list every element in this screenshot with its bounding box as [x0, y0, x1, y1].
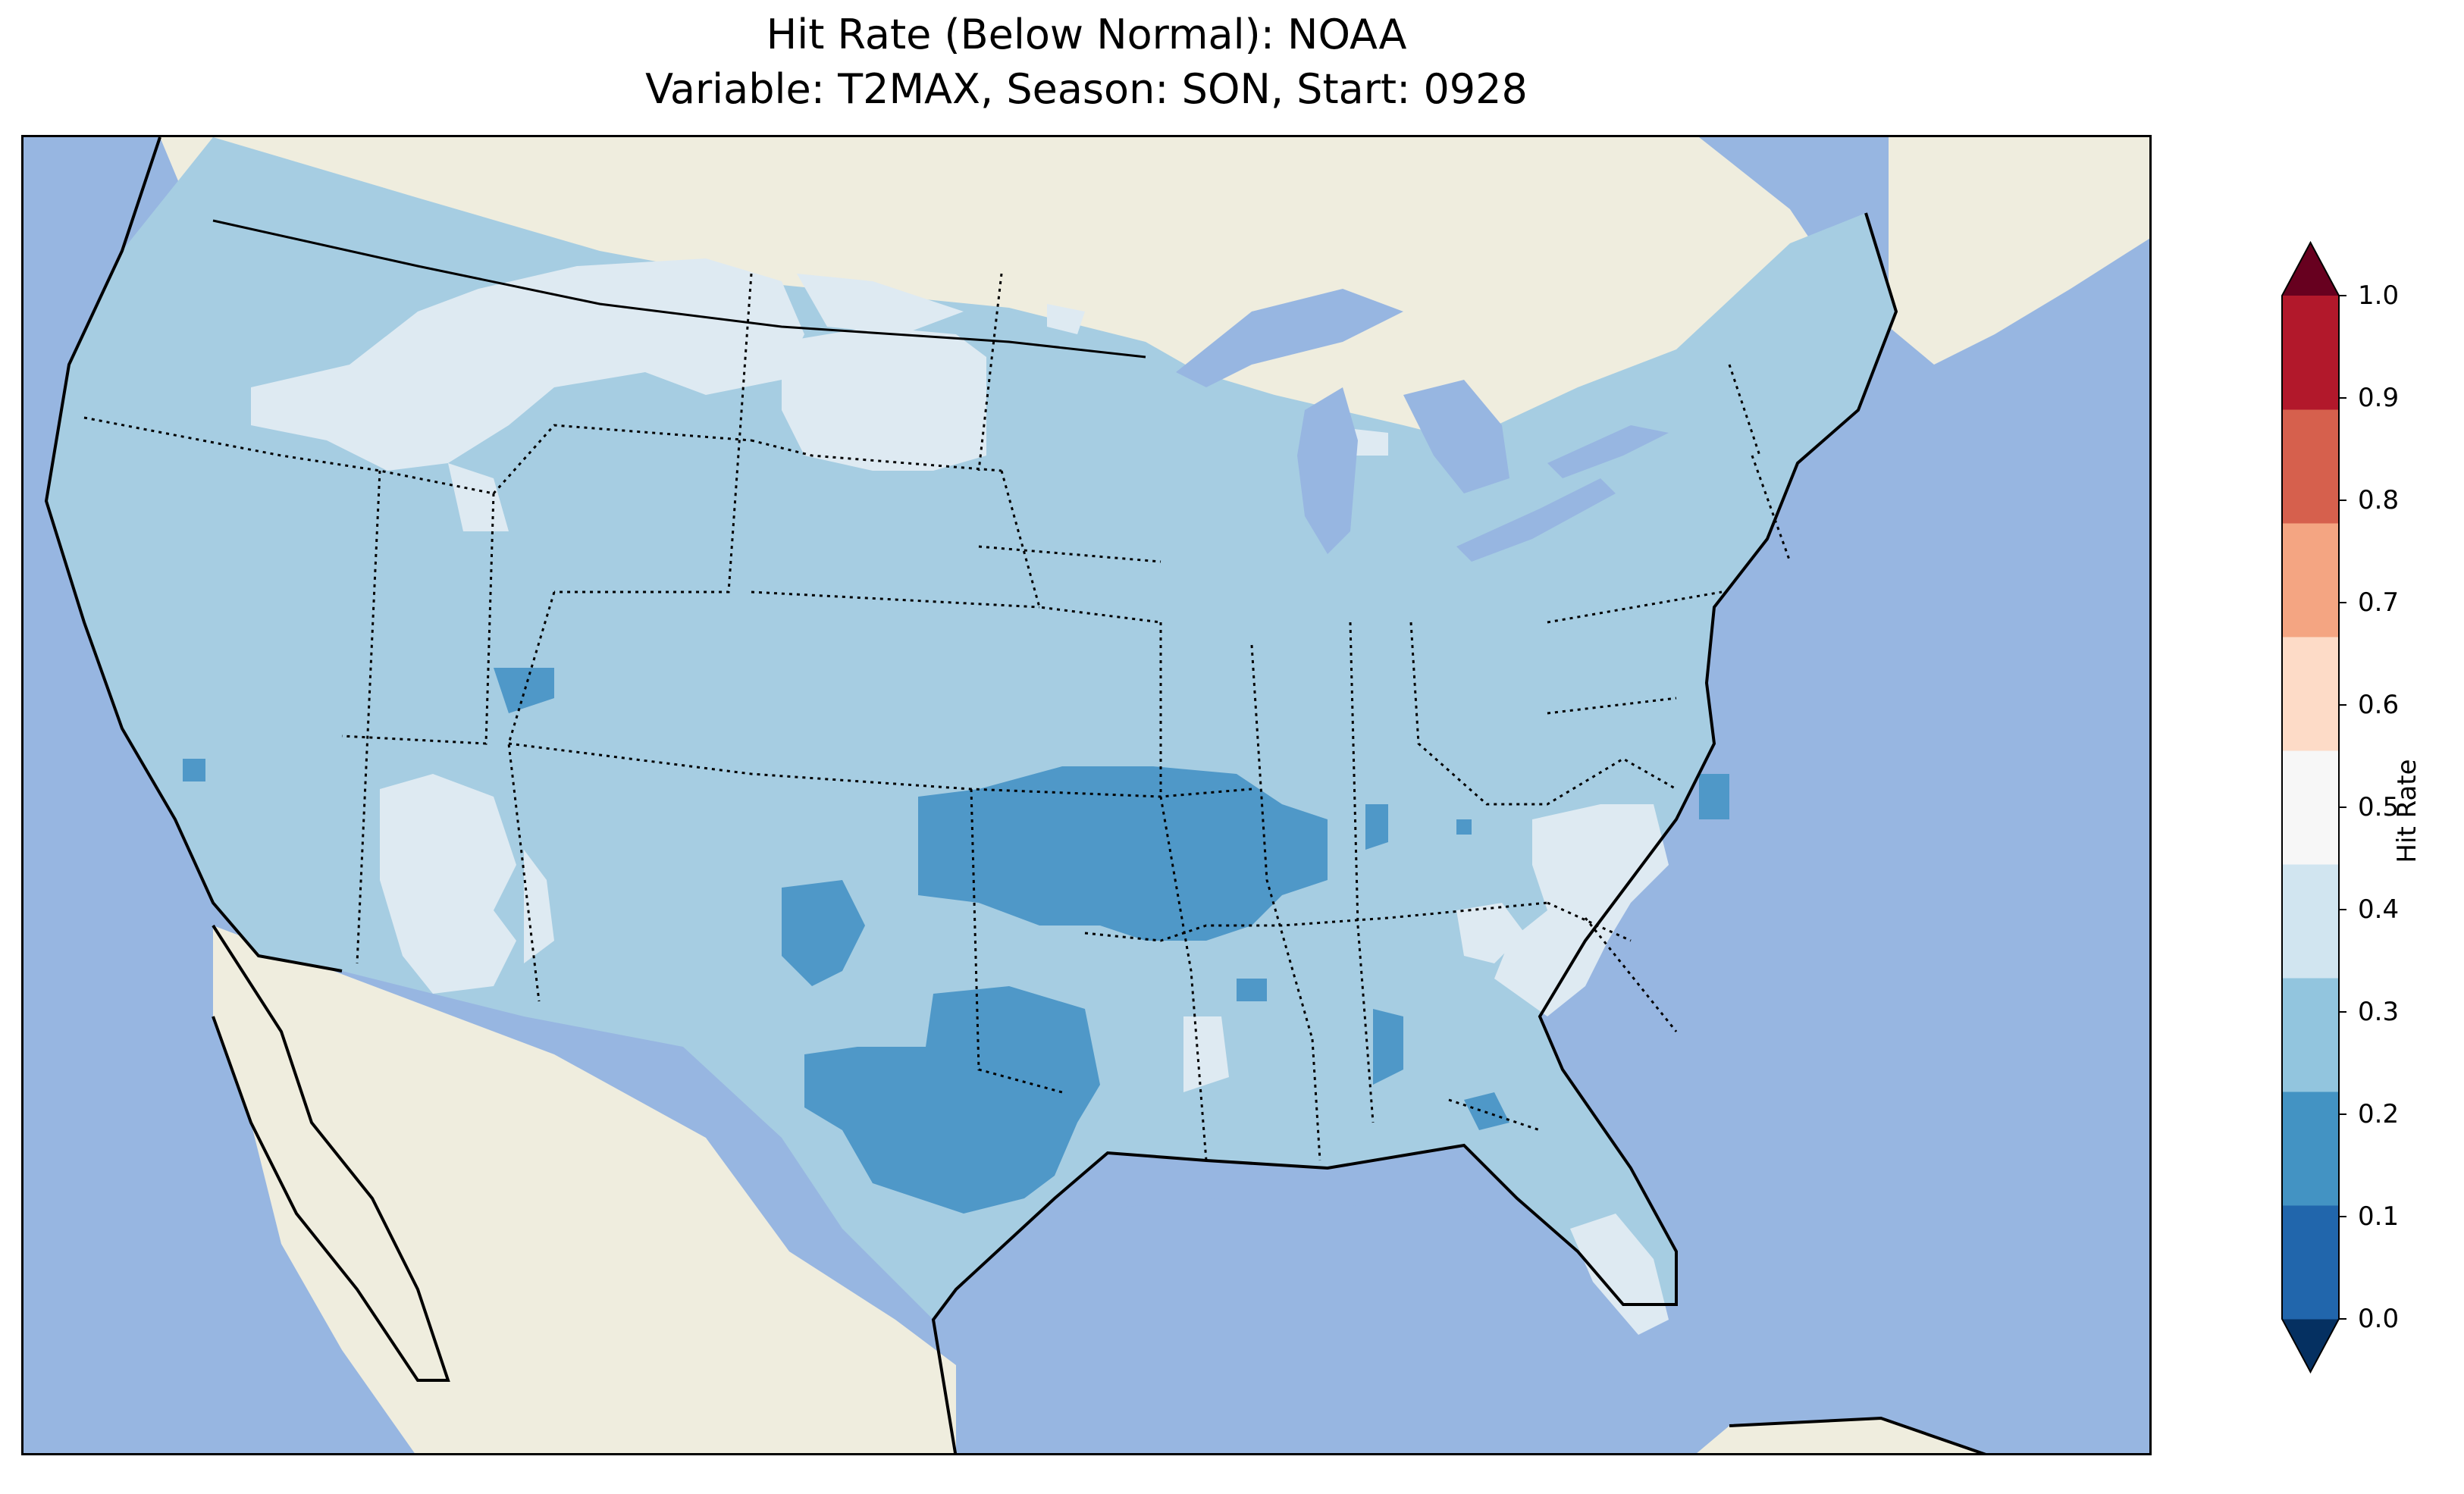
colorbar-tick-label: 0.9 [2358, 383, 2400, 413]
chart-title: Hit Rate (Below Normal): NOAA [766, 11, 1407, 58]
colorbar-tick-label: 0.4 [2358, 894, 2400, 925]
colorbar-band [2282, 750, 2339, 865]
class-0.2-0.3 [183, 668, 1729, 1214]
colorbar-band [2282, 637, 2339, 751]
coastline [44, 137, 1898, 1453]
state-borders [83, 273, 1792, 1161]
colorbar-tick-label: 0.1 [2358, 1201, 2400, 1232]
colorbar-band [2282, 296, 2339, 410]
baja-coast [212, 924, 450, 1382]
colorbar-tick-label: 0.0 [2358, 1304, 2400, 1334]
gulf-water [956, 1198, 1715, 1453]
colorbar [2281, 240, 2346, 1374]
colorbar-tick-label: 0.5 [2358, 792, 2400, 822]
colorbar-band [2282, 1092, 2339, 1206]
colorbar-svg [2281, 240, 2346, 1374]
cuba-land [1697, 1418, 1982, 1453]
colorbar-tick-label: 1.0 [2358, 280, 2400, 311]
chart-subtitle: Variable: T2MAX, Season: SON, Start: 092… [645, 65, 1528, 113]
us-canada-border [212, 219, 1146, 359]
colorbar-extend-min [2282, 1319, 2339, 1372]
baja-land [213, 926, 448, 1380]
cuba-coast [1729, 1416, 1986, 1453]
colorbar-tick-label: 0.6 [2358, 690, 2400, 720]
map-canvas [24, 137, 2149, 1453]
colorbar-band [2282, 523, 2339, 637]
colorbar-band [2282, 864, 2339, 979]
colorbar-extend-max [2282, 243, 2339, 296]
colorbar-tick-label: 0.7 [2358, 587, 2400, 618]
colorbar-band [2282, 1205, 2339, 1320]
great-lakes [1176, 289, 1669, 562]
map-panel[interactable] [21, 135, 2152, 1455]
colorbar-tick-label: 0.3 [2358, 997, 2400, 1027]
colorbar-tick-label: 0.8 [2358, 485, 2400, 515]
colorbar-tick-label: 0.2 [2358, 1099, 2400, 1129]
colorbar-label: Hit Rate [2392, 759, 2422, 863]
colorbar-band [2282, 978, 2339, 1092]
maritimes-land [1889, 137, 2149, 365]
colorbar-band [2282, 409, 2339, 524]
